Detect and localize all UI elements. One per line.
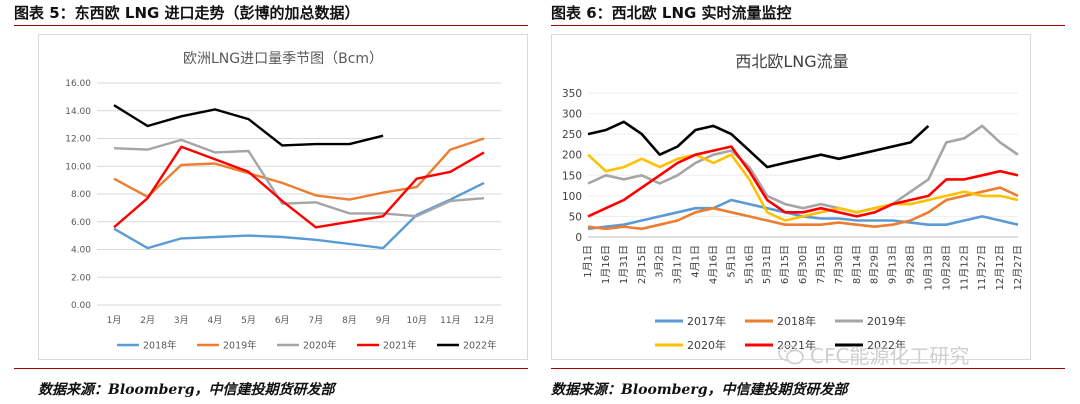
left-line-chart: 欧洲LNG进口量季节图（Bcm） 0.00 2.00 4.00 6.00 8.00 10.0… bbox=[65, 51, 501, 352]
right-chart-panel: 西北欧LNG流量 0 50 100 150 200 250 300 350 1月1日 1月16日 1月… bbox=[551, 34, 1031, 360]
y-tick-label: 12.00 bbox=[65, 135, 91, 145]
legend-label: 2018年 bbox=[777, 314, 816, 328]
x-tick-label: 7月30日 bbox=[833, 245, 845, 284]
x-tick-label: 3月17日 bbox=[672, 245, 684, 284]
x-tick-label: 8月 bbox=[342, 315, 357, 326]
x-tick-label: 4月1日 bbox=[690, 245, 702, 278]
y-tick-label: 0.00 bbox=[71, 301, 91, 311]
x-tick-label: 3月 bbox=[174, 315, 189, 326]
x-tick-label: 12月12日 bbox=[994, 245, 1006, 290]
x-tick-label: 11月27日 bbox=[976, 245, 988, 290]
legend-label: 2022年 bbox=[867, 338, 906, 352]
legend-label: 2018年 bbox=[143, 340, 177, 352]
series-line bbox=[113, 138, 485, 218]
y-tick-label: 150 bbox=[562, 170, 582, 182]
y-tick-label: 200 bbox=[562, 150, 582, 162]
series-line bbox=[113, 181, 485, 250]
y-tick-label: 10.00 bbox=[65, 162, 91, 172]
x-tick-label: 7月 bbox=[308, 315, 323, 326]
x-tick-label: 4月16日 bbox=[707, 245, 719, 284]
x-tick-label: 9月 bbox=[376, 315, 391, 326]
x-tick-label: 6月 bbox=[275, 315, 290, 326]
y-tick-label: 250 bbox=[562, 129, 582, 141]
x-tick-label: 1月31日 bbox=[618, 245, 630, 284]
right-title-rule bbox=[551, 25, 1065, 26]
x-tick-label: 8月29日 bbox=[869, 245, 881, 284]
x-tick-label: 1月 bbox=[107, 315, 122, 326]
y-tick-label: 8.00 bbox=[71, 190, 91, 200]
left-chart-panel: 欧洲LNG进口量季节图（Bcm） 0.00 2.00 4.00 6.00 8.00 10.0… bbox=[38, 34, 528, 360]
legend-label: 2020年 bbox=[303, 340, 337, 352]
series-line bbox=[587, 186, 1019, 231]
x-tick-label: 9月28日 bbox=[905, 245, 917, 284]
x-tick-label: 10月28日 bbox=[940, 245, 952, 290]
x-tick-label: 5月1日 bbox=[725, 245, 737, 278]
x-tick-label: 11月 bbox=[440, 315, 460, 326]
y-tick-label: 6.00 bbox=[71, 218, 91, 228]
watermark-text: CFC能源化工研究 bbox=[810, 344, 970, 368]
series-line bbox=[587, 120, 930, 169]
x-tick-label: 3月2日 bbox=[654, 245, 666, 278]
y-tick-label: 14.00 bbox=[65, 107, 91, 117]
watermark: CFC能源化工研究 bbox=[778, 340, 969, 369]
y-tick-label: 350 bbox=[562, 88, 582, 100]
y-tick-label: 16.00 bbox=[65, 79, 91, 89]
left-source-note: 数据来源：Bloomberg，中信建投期货研发部 bbox=[38, 382, 335, 398]
x-tick-label: 7月15日 bbox=[815, 245, 827, 284]
y-tick-label: 2.00 bbox=[71, 273, 91, 283]
right-bottom-rule bbox=[551, 368, 1065, 369]
right-source-note: 数据来源：Bloomberg，中信建投期货研发部 bbox=[551, 382, 848, 398]
x-tick-label: 6月15日 bbox=[779, 245, 791, 284]
legend-label: 2019年 bbox=[867, 314, 906, 328]
x-tick-label: 10月 bbox=[407, 315, 427, 326]
series-line bbox=[113, 145, 485, 229]
y-tick-label: 300 bbox=[562, 109, 582, 121]
x-tick-label: 5月16日 bbox=[743, 245, 755, 284]
legend-label: 2019年 bbox=[223, 340, 257, 352]
x-tick-label: 5月 bbox=[241, 315, 256, 326]
y-tick-label: 100 bbox=[562, 191, 582, 203]
x-tick-label: 12月 bbox=[474, 315, 494, 326]
right-figure-title: 图表 6：西北欧 LNG 实时流量监控 bbox=[551, 4, 792, 22]
left-bottom-rule bbox=[14, 368, 528, 369]
series-line bbox=[587, 145, 1019, 218]
y-tick-label: 50 bbox=[569, 211, 582, 223]
x-tick-label: 6月30日 bbox=[797, 245, 809, 284]
x-tick-label: 8月14日 bbox=[851, 245, 863, 284]
legend-label: 2021年 bbox=[383, 340, 417, 352]
x-tick-label: 10月13日 bbox=[922, 245, 934, 290]
x-tick-label: 2月 bbox=[140, 315, 155, 326]
legend-label: 2021年 bbox=[777, 338, 816, 352]
x-tick-label: 5月31日 bbox=[761, 245, 773, 284]
left-title-rule bbox=[14, 25, 528, 26]
x-tick-label: 1月16日 bbox=[600, 245, 612, 284]
right-line-chart: 西北欧LNG流量 0 50 100 150 200 250 300 350 1月1日 1月16日 1月… bbox=[562, 52, 1024, 352]
legend-label: 2022年 bbox=[463, 340, 497, 352]
y-tick-label: 0 bbox=[575, 232, 582, 244]
series-line bbox=[113, 137, 485, 201]
left-figure-title: 图表 5：东西欧 LNG 进口走势（彭博的加总数据） bbox=[14, 4, 360, 22]
x-tick-label: 12月27日 bbox=[1012, 245, 1024, 290]
series-line bbox=[587, 153, 1019, 222]
x-tick-label: 1月1日 bbox=[582, 245, 594, 278]
x-tick-label: 11月12日 bbox=[958, 245, 970, 290]
legend-label: 2020年 bbox=[687, 338, 726, 352]
y-tick-label: 4.00 bbox=[71, 246, 91, 256]
chart-title: 欧洲LNG进口量季节图（Bcm） bbox=[183, 51, 383, 67]
series-line bbox=[113, 104, 384, 147]
wechat-icon bbox=[778, 344, 804, 364]
chart-title: 西北欧LNG流量 bbox=[735, 52, 848, 71]
legend-label: 2017年 bbox=[687, 314, 726, 328]
x-tick-label: 9月13日 bbox=[887, 245, 899, 284]
x-tick-label: 4月 bbox=[208, 315, 223, 326]
x-tick-label: 2月15日 bbox=[636, 245, 648, 284]
series-line bbox=[587, 124, 1019, 214]
